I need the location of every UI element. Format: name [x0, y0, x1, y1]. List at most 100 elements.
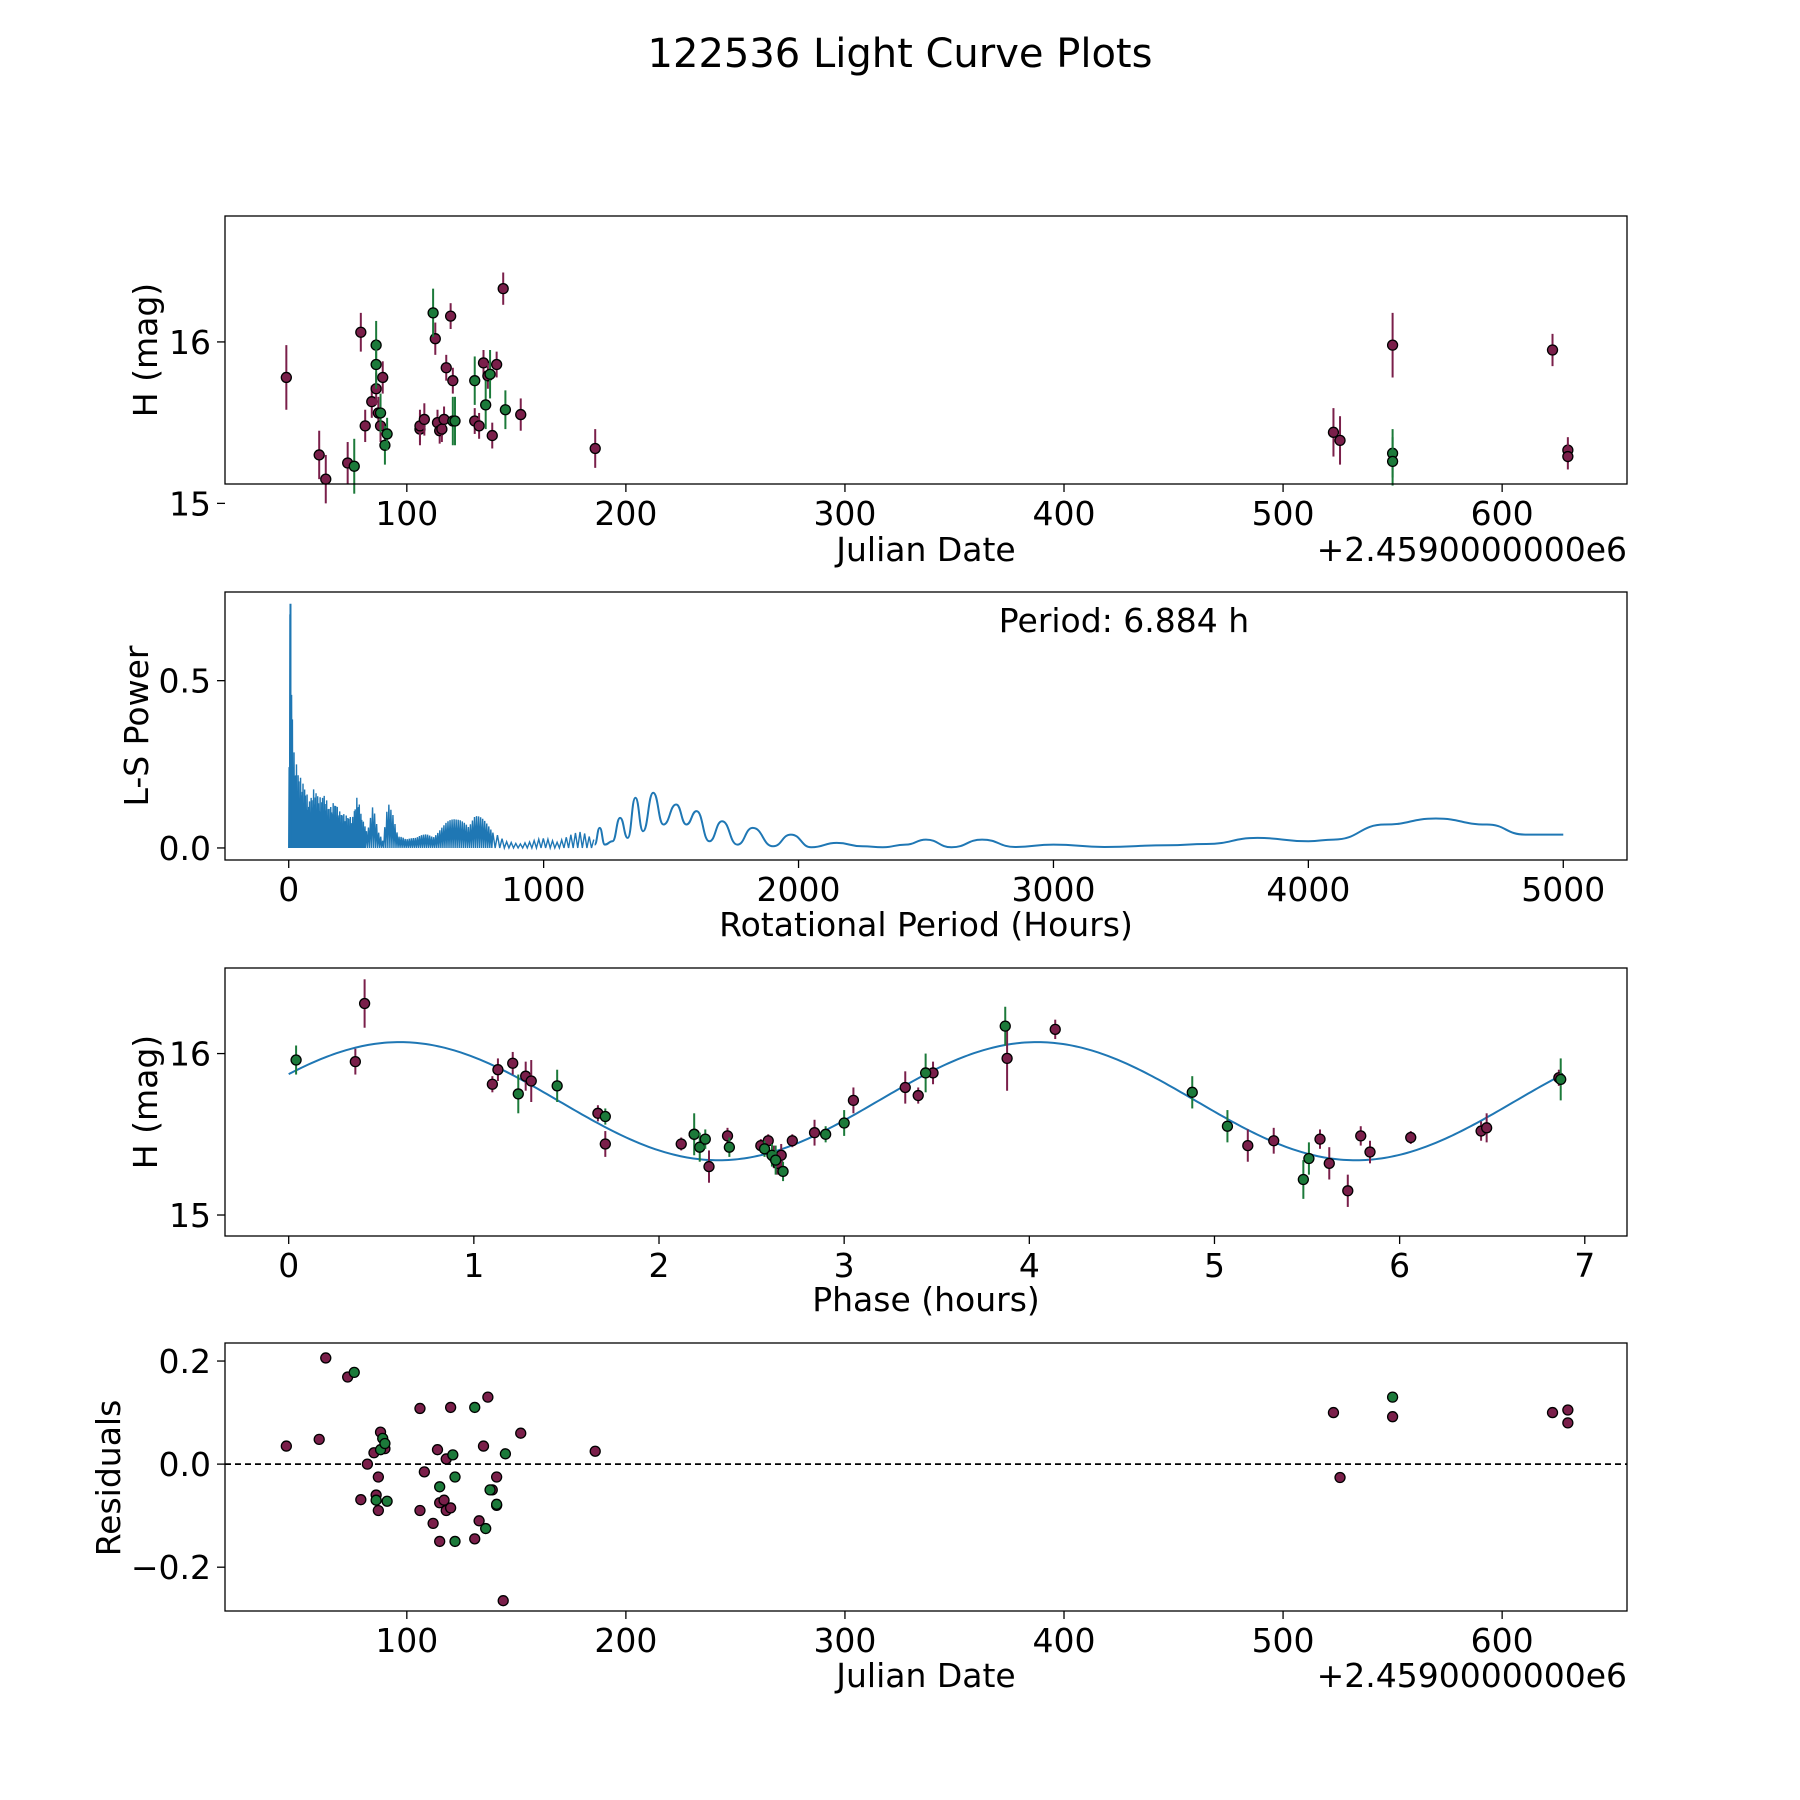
phase-marks	[288, 979, 1567, 1207]
phase-point-filter-a	[1323, 1157, 1335, 1169]
residuals-xtick-label: 500	[1252, 1621, 1315, 1660]
phase-point-filter-b	[919, 1067, 932, 1079]
periodogram-xtick-label: 3000	[1011, 870, 1095, 909]
phase-point-filter-b	[758, 1143, 771, 1155]
residuals-ytick-label: 0.0	[159, 1445, 211, 1484]
lightcurve-point-filter-b	[449, 415, 461, 427]
phase-point-filter-a	[703, 1160, 715, 1173]
phase-point-filter-a	[1001, 1052, 1013, 1065]
periodogram-xlabel: Rotational Period (Hours)	[719, 905, 1133, 944]
lightcurve-point-filter-a	[589, 442, 601, 455]
residuals-offset-label: +2.4590000000e6	[1317, 1656, 1627, 1695]
residuals-ytick-label: −0.2	[131, 1548, 211, 1587]
lightcurve-ylabel: H (mag)	[126, 283, 165, 417]
lightcurve-point-filter-a	[429, 333, 441, 345]
lightcurve-point-filter-b	[484, 368, 496, 380]
lightcurve-xtick-label: 300	[813, 494, 876, 533]
phase-xtick-label: 4	[1019, 1246, 1040, 1285]
lightcurve-point-filter-b	[499, 404, 512, 416]
lightcurve-point-filter-a	[1546, 344, 1559, 356]
residuals-ytick-label: 0.2	[159, 1342, 211, 1381]
periodogram-annotation: Period: 6.884 h	[999, 601, 1249, 640]
lightcurve-point-filter-b	[381, 428, 393, 440]
residuals-point-filter-a	[1386, 1411, 1399, 1423]
phase-point-filter-a	[1242, 1139, 1254, 1152]
phase-point-filter-a	[899, 1081, 911, 1094]
residuals-point-filter-a	[1327, 1406, 1340, 1419]
periodogram-ylabel: L-S Power	[117, 645, 156, 806]
residuals-point-filter-b	[434, 1481, 446, 1493]
lightcurve-point-filter-a	[515, 408, 527, 421]
periodogram-marks	[288, 603, 1564, 851]
lightcurve-point-filter-a	[447, 375, 459, 387]
phase-point-filter-b	[688, 1128, 700, 1140]
periodogram-xtick-label: 0	[278, 870, 299, 909]
phase-point-filter-a	[1314, 1133, 1326, 1145]
lightcurve-point-filter-a	[418, 413, 430, 426]
phase-point-filter-b	[819, 1128, 832, 1140]
lightcurve-point-filter-a	[486, 429, 498, 442]
periodogram-axes-frame	[224, 591, 1628, 861]
phase-ytick-label: 16	[169, 1035, 211, 1074]
phase-point-filter-a	[808, 1127, 821, 1139]
phase-point-filter-a	[486, 1078, 499, 1090]
phase-axes-frame	[224, 967, 1628, 1237]
residuals-xlabel: Julian Date	[834, 1656, 1016, 1695]
periodogram-xtick-label: 5000	[1521, 870, 1605, 909]
residuals-point-filter-a	[444, 1401, 457, 1414]
residuals-point-filter-b	[379, 1437, 391, 1450]
phase-point-filter-a	[786, 1135, 798, 1147]
residuals-point-filter-a	[414, 1402, 426, 1415]
periodogram-ticks: 0 1000 2000 3000 4000 5000 0.0 0.5	[159, 662, 1606, 909]
residuals-point-filter-b	[1386, 1391, 1399, 1403]
phase-point-filter-a	[912, 1089, 924, 1102]
lightcurve-point-filter-a	[1334, 434, 1346, 447]
phase-point-filter-a	[1481, 1122, 1493, 1134]
lightcurve-point-filter-a	[280, 371, 292, 384]
periodogram-xtick-label: 4000	[1266, 870, 1350, 909]
residuals-point-filter-b	[348, 1366, 360, 1379]
lightcurve-ytick-label: 15	[169, 484, 211, 523]
lightcurve-point-filter-a	[320, 473, 332, 485]
phase-point-filter-a	[525, 1075, 537, 1087]
phase-xlabel: Phase (hours)	[812, 1280, 1040, 1319]
residuals-xtick-label: 600	[1471, 1621, 1534, 1660]
lightcurve-point-filter-b	[1386, 455, 1399, 468]
lightcurve-ticks: 100 200 300 400 500 600 15 16	[169, 323, 1534, 533]
lightcurve-point-filter-b	[348, 460, 360, 472]
phase-xtick-label: 1	[463, 1246, 484, 1285]
phase-xtick-label: 3	[834, 1246, 855, 1285]
phase-xtick-label: 7	[1574, 1246, 1595, 1285]
residuals-point-filter-a	[438, 1494, 450, 1506]
phase-point-filter-a	[599, 1138, 611, 1150]
lightcurve-point-filter-a	[377, 371, 389, 384]
lightcurve-point-filter-a	[1386, 339, 1399, 351]
residuals-point-filter-a	[427, 1517, 439, 1530]
phase-xtick-label: 6	[1389, 1246, 1410, 1285]
residuals-point-filter-a	[372, 1504, 384, 1517]
periodogram-dense-line	[288, 614, 595, 851]
phase-point-filter-a	[675, 1138, 687, 1150]
phase-point-filter-a	[1364, 1146, 1376, 1158]
lightcurve-panel: 100 200 300 400 500 600 15 16 Julian Date +2.45…	[126, 215, 1628, 569]
residuals-point-filter-b	[484, 1484, 496, 1496]
lightcurve-point-filter-a	[355, 326, 367, 338]
phase-point-filter-a	[1268, 1135, 1280, 1147]
residuals-point-filter-a	[589, 1445, 601, 1457]
residuals-point-filter-a	[490, 1471, 503, 1483]
residuals-point-filter-b	[449, 1535, 461, 1548]
residuals-point-filter-b	[447, 1449, 459, 1461]
lightcurve-xtick-label: 600	[1471, 494, 1534, 533]
lightcurve-offset-label: +2.4590000000e6	[1317, 530, 1627, 569]
phase-xtick-label: 0	[278, 1246, 299, 1285]
residuals-point-filter-a	[1546, 1406, 1559, 1419]
phase-point-filter-a	[1405, 1131, 1417, 1144]
figure-title: 122536 Light Curve Plots	[648, 31, 1153, 77]
phase-point-filter-a	[1049, 1023, 1061, 1035]
periodogram-xtick-label: 1000	[502, 870, 586, 909]
phase-point-filter-b	[838, 1117, 850, 1129]
residuals-marks	[225, 1352, 1627, 1607]
residuals-axes-frame	[224, 1342, 1628, 1612]
residuals-point-filter-a	[320, 1352, 332, 1364]
